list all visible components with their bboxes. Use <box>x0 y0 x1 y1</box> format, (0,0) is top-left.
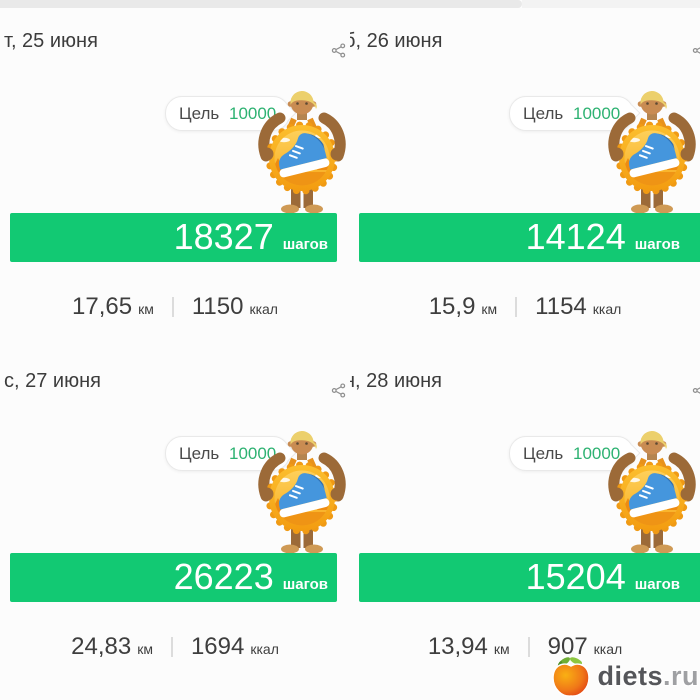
distance-value: 15,9 <box>428 293 476 320</box>
mascot-character-icon <box>247 428 350 554</box>
goal-bubble: Цель 10000 <box>509 436 635 471</box>
goal-bubble: Цель 10000 <box>509 96 635 131</box>
distance-value: 24,83 <box>71 633 132 660</box>
goal-label: Цель <box>523 104 564 123</box>
mascot-character-icon <box>597 88 700 214</box>
steps-count: 26223 <box>173 556 274 597</box>
calories-value: 1694 <box>190 633 245 660</box>
calories-value: 1154 <box>535 293 587 320</box>
goal-value: 10000 <box>572 444 621 463</box>
day-panel-26: б, 26 июня Цель 10000 14124 шагов 15,9 к… <box>350 10 700 350</box>
distance-value: 17,65 <box>72 293 133 320</box>
mascot-character-icon <box>597 428 700 554</box>
steps-bar: 15204 шагов <box>359 553 700 602</box>
brand-tld: .ru <box>662 660 699 691</box>
date-label: б, 26 июня <box>350 30 443 52</box>
stats-row: 15,9 км 1154 ккал <box>350 294 700 320</box>
stats-row: 13,94 км 907 ккал <box>350 634 700 660</box>
day-panel-28: н, 28 июня Цель 10000 15204 шагов 13,94 … <box>350 350 700 700</box>
goal-label: Цель <box>179 104 220 123</box>
calories-value: 907 <box>547 633 588 660</box>
mascot-character-icon <box>247 88 350 214</box>
steps-unit: шагов <box>282 576 328 593</box>
share-icon[interactable] <box>691 382 700 399</box>
distance-unit: км <box>137 641 153 657</box>
distance-unit: км <box>481 301 498 317</box>
calories-unit: ккал <box>250 641 279 657</box>
calories-value: 1150 <box>191 293 244 320</box>
steps-count: 18327 <box>173 216 274 257</box>
calories-unit: ккал <box>249 301 278 317</box>
goal-label: Цель <box>523 444 564 463</box>
stats-divider <box>171 297 174 317</box>
goal-value: 10000 <box>228 444 277 463</box>
steps-bar: 26223 шагов <box>10 553 337 602</box>
stats-divider <box>527 637 530 657</box>
distance-unit: км <box>138 301 154 317</box>
stats-row: 24,83 км 1694 ккал <box>0 634 350 660</box>
distance-unit: км <box>493 641 510 657</box>
distance-value: 13,94 <box>427 633 488 660</box>
goal-bubble: Цель 10000 <box>165 96 291 131</box>
goal-label: Цель <box>179 444 220 463</box>
goal-value: 10000 <box>228 104 277 123</box>
diets-ru-logo: diets .ru <box>548 653 699 699</box>
date-label: т, 25 июня <box>4 30 98 52</box>
share-icon[interactable] <box>691 42 700 59</box>
steps-bar: 14124 шагов <box>359 213 700 262</box>
date-label: с, 27 июня <box>4 370 101 392</box>
share-icon[interactable] <box>330 42 347 59</box>
top-appbar-remnant-right <box>522 0 700 8</box>
steps-unit: шагов <box>634 576 680 593</box>
steps-unit: шагов <box>282 236 328 253</box>
stats-divider <box>515 297 518 317</box>
date-label: н, 28 июня <box>350 370 443 392</box>
share-icon[interactable] <box>330 382 347 399</box>
calories-unit: ккал <box>592 301 622 317</box>
steps-unit: шагов <box>634 236 680 253</box>
apple-icon <box>552 657 591 697</box>
brand-name: diets <box>597 660 663 691</box>
steps-bar: 18327 шагов <box>10 213 337 262</box>
stats-row: 17,65 км 1150 ккал <box>0 294 350 320</box>
steps-count: 14124 <box>525 216 626 257</box>
calories-unit: ккал <box>593 641 623 657</box>
stats-divider <box>170 637 173 657</box>
day-panel-25: т, 25 июня Цель 10000 18327 шагов 17,65 … <box>0 10 350 350</box>
top-appbar-remnant-left <box>0 0 522 8</box>
goal-value: 10000 <box>572 104 621 123</box>
steps-count: 15204 <box>525 556 626 597</box>
day-panel-27: с, 27 июня Цель 10000 26223 шагов 24,83 … <box>0 350 350 700</box>
